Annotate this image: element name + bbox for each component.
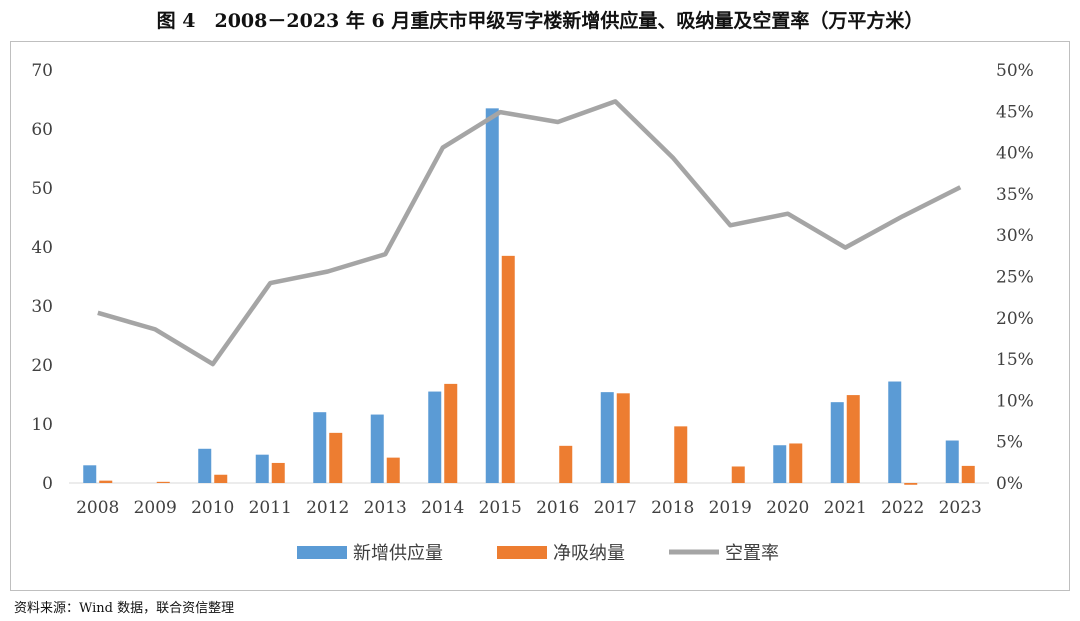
y-right-tick-label: 30% bbox=[996, 226, 1034, 246]
bar-absorption bbox=[214, 474, 228, 483]
y-left-tick-label: 40 bbox=[31, 238, 53, 258]
y-left-tick-label: 10 bbox=[31, 415, 53, 435]
bar-absorption bbox=[559, 445, 573, 483]
x-tick-label: 2009 bbox=[134, 498, 177, 518]
bar-supply bbox=[198, 448, 212, 483]
bar-supply bbox=[370, 414, 384, 483]
x-tick-label: 2023 bbox=[939, 498, 982, 518]
x-tick-label: 2012 bbox=[306, 498, 349, 518]
vacancy-rate-line bbox=[97, 99, 962, 367]
x-axis-labels: 2008 2009 2010 2011 2012 2013 2014 2015 2016 2017… bbox=[76, 498, 982, 518]
x-tick-label: 2022 bbox=[881, 498, 924, 518]
chart-frame: 0 10 20 30 40 50 60 70 0% 5% 10% 15% 20% 25% 30% 35% 40… bbox=[10, 41, 1070, 591]
y-right-tick-label: 0% bbox=[996, 474, 1023, 494]
x-tick-label: 2017 bbox=[594, 498, 637, 518]
bar-absorption bbox=[616, 393, 630, 483]
y-right-tick-label: 50% bbox=[996, 61, 1034, 81]
legend-label: 新增供应量 bbox=[353, 543, 443, 564]
line-layer bbox=[97, 99, 962, 367]
x-tick-label: 2015 bbox=[479, 498, 522, 518]
bar-absorption bbox=[99, 480, 113, 483]
legend-label: 净吸纳量 bbox=[553, 543, 625, 564]
y-left-tick-label: 50 bbox=[31, 179, 53, 199]
bar-supply bbox=[428, 391, 442, 483]
x-tick-label: 2020 bbox=[766, 498, 809, 518]
source-note: 资料来源：Wind 数据，联合资信整理 bbox=[14, 601, 235, 616]
x-tick-label: 2018 bbox=[651, 498, 694, 518]
x-tick-label: 2008 bbox=[76, 498, 119, 518]
y-right-tick-label: 45% bbox=[996, 102, 1034, 122]
bar-supply bbox=[255, 454, 269, 483]
bar-absorption bbox=[501, 255, 515, 483]
bar-absorption bbox=[674, 426, 688, 483]
bar-absorption bbox=[444, 383, 458, 483]
bar-absorption bbox=[731, 466, 745, 483]
legend: 新增供应量 净吸纳量 空置率 bbox=[297, 543, 779, 564]
y-right-tick-label: 20% bbox=[996, 309, 1034, 329]
x-tick-label: 2013 bbox=[364, 498, 407, 518]
bar-supply bbox=[313, 412, 327, 483]
y-left-tick-label: 70 bbox=[31, 61, 53, 81]
bar-supply bbox=[945, 440, 959, 483]
x-tick-label: 2019 bbox=[709, 498, 752, 518]
y-right-tick-label: 40% bbox=[996, 144, 1034, 164]
legend-swatch bbox=[497, 546, 547, 559]
bar-absorption bbox=[961, 465, 975, 483]
bar-absorption bbox=[846, 395, 860, 483]
bar-supply bbox=[83, 465, 97, 483]
bar-supply bbox=[600, 392, 614, 483]
bar-layer bbox=[83, 108, 975, 485]
y-right-tick-label: 15% bbox=[996, 350, 1034, 370]
y-right-tick-label: 25% bbox=[996, 268, 1034, 288]
y-right-tick-label: 35% bbox=[996, 185, 1034, 205]
x-tick-label: 2021 bbox=[824, 498, 867, 518]
bar-supply bbox=[485, 108, 499, 483]
bar-supply bbox=[888, 381, 902, 483]
bar-absorption bbox=[386, 457, 400, 483]
y-right-tick-label: 10% bbox=[996, 391, 1034, 411]
y-left-tick-label: 60 bbox=[31, 120, 53, 140]
legend-label: 空置率 bbox=[725, 543, 779, 564]
y-left-tick-label: 30 bbox=[31, 297, 53, 317]
bar-absorption bbox=[271, 462, 285, 483]
bar-absorption bbox=[904, 483, 918, 485]
bar-supply bbox=[830, 402, 844, 483]
y-left-tick-label: 20 bbox=[31, 356, 53, 376]
x-tick-label: 2014 bbox=[421, 498, 464, 518]
y-right-tick-label: 5% bbox=[996, 433, 1023, 453]
y-left-tick-label: 0 bbox=[42, 474, 53, 494]
legend-swatch bbox=[297, 546, 347, 559]
right-axis: 0% 5% 10% 15% 20% 25% 30% 35% 40% 45% 50% bbox=[996, 61, 1034, 494]
x-tick-label: 2016 bbox=[536, 498, 579, 518]
chart-svg: 0 10 20 30 40 50 60 70 0% 5% 10% 15% 20% 25% 30% 35% 40… bbox=[31, 61, 1034, 564]
bar-supply bbox=[773, 445, 787, 483]
bar-absorption bbox=[789, 443, 803, 483]
bar-absorption bbox=[329, 432, 343, 483]
bar-absorption bbox=[156, 481, 170, 483]
x-tick-label: 2010 bbox=[191, 498, 234, 518]
x-tick-label: 2011 bbox=[249, 498, 292, 518]
chart-title: 图 4 2008－2023 年 6 月重庆市甲级写字楼新增供应量、吸纳量及空置率… bbox=[156, 10, 924, 32]
